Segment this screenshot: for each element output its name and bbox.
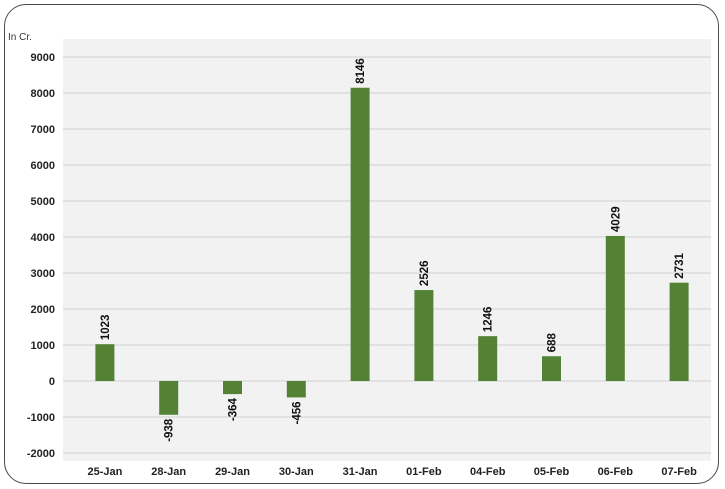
bar-25-Jan	[95, 344, 115, 381]
x-tick-label: 01-Feb	[406, 466, 442, 478]
y-tick-label: 9000	[31, 52, 55, 64]
y-tick-label: 0	[49, 376, 55, 388]
x-tick-label: 04-Feb	[470, 466, 506, 478]
bar-31-Jan	[350, 87, 370, 381]
chart-frame: 1023 -938 -364 -456 8146 2526 1246 688 4029 2731 …	[4, 4, 719, 484]
data-label: 4029	[610, 206, 622, 232]
y-tick-label: 4000	[31, 232, 55, 244]
y-tick-label: 8000	[31, 88, 55, 100]
x-tick-label: 07-Feb	[661, 466, 697, 478]
bars	[95, 87, 689, 415]
x-tick-label: 31-Jan	[343, 466, 378, 478]
y-tick-label: 6000	[31, 160, 55, 172]
x-tick-label: 29-Jan	[215, 466, 250, 478]
y-tick-label: 2000	[31, 304, 55, 316]
x-tick-label: 28-Jan	[151, 466, 186, 478]
y-tick-label: -2000	[27, 448, 55, 460]
x-axis-ticks: 25-Jan 28-Jan 29-Jan 30-Jan 31-Jan 01-Feb 04-F…	[87, 466, 697, 478]
y-tick-label: -1000	[27, 412, 55, 424]
data-label: 1023	[100, 315, 112, 341]
y-tick-label: 3000	[31, 268, 55, 280]
bar-05-Feb	[542, 356, 561, 381]
data-label: 2526	[419, 260, 431, 286]
data-label: -364	[228, 398, 240, 422]
bar-07-Feb	[669, 282, 689, 381]
data-labels: 1023 -938 -364 -456 8146 2526 1246 688 4029 2731	[100, 58, 686, 442]
y-tick-label: 7000	[31, 124, 55, 136]
data-label: -456	[291, 401, 303, 424]
x-tick-label: 05-Feb	[534, 466, 570, 478]
bar-chart: 1023-938-364 -45681462526124668840292731 …	[8, 32, 711, 478]
bar-06-Feb	[605, 235, 625, 381]
bar-28-Jan	[159, 381, 179, 415]
x-tick-label: 25-Jan	[87, 466, 122, 478]
unit-label: In Cr.	[8, 32, 32, 43]
bar-29-Jan	[223, 381, 242, 395]
data-label: 688	[547, 332, 559, 352]
bar-30-Jan	[286, 381, 306, 398]
data-label: 1246	[483, 307, 495, 333]
data-label: 2731	[674, 252, 686, 278]
x-tick-label: 06-Feb	[598, 466, 634, 478]
bar-01-Feb	[414, 290, 434, 381]
data-label: 8146	[355, 58, 367, 84]
data-label: -938	[164, 418, 176, 442]
y-tick-label: 1000	[31, 340, 55, 352]
x-tick-label: 30-Jan	[279, 466, 314, 478]
y-tick-label: 5000	[31, 196, 55, 208]
bar-04-Feb	[478, 336, 498, 381]
y-axis-ticks: -2000 -1000 0 1000 2000 3000 4000 5000 6000 7000 8…	[27, 52, 55, 460]
